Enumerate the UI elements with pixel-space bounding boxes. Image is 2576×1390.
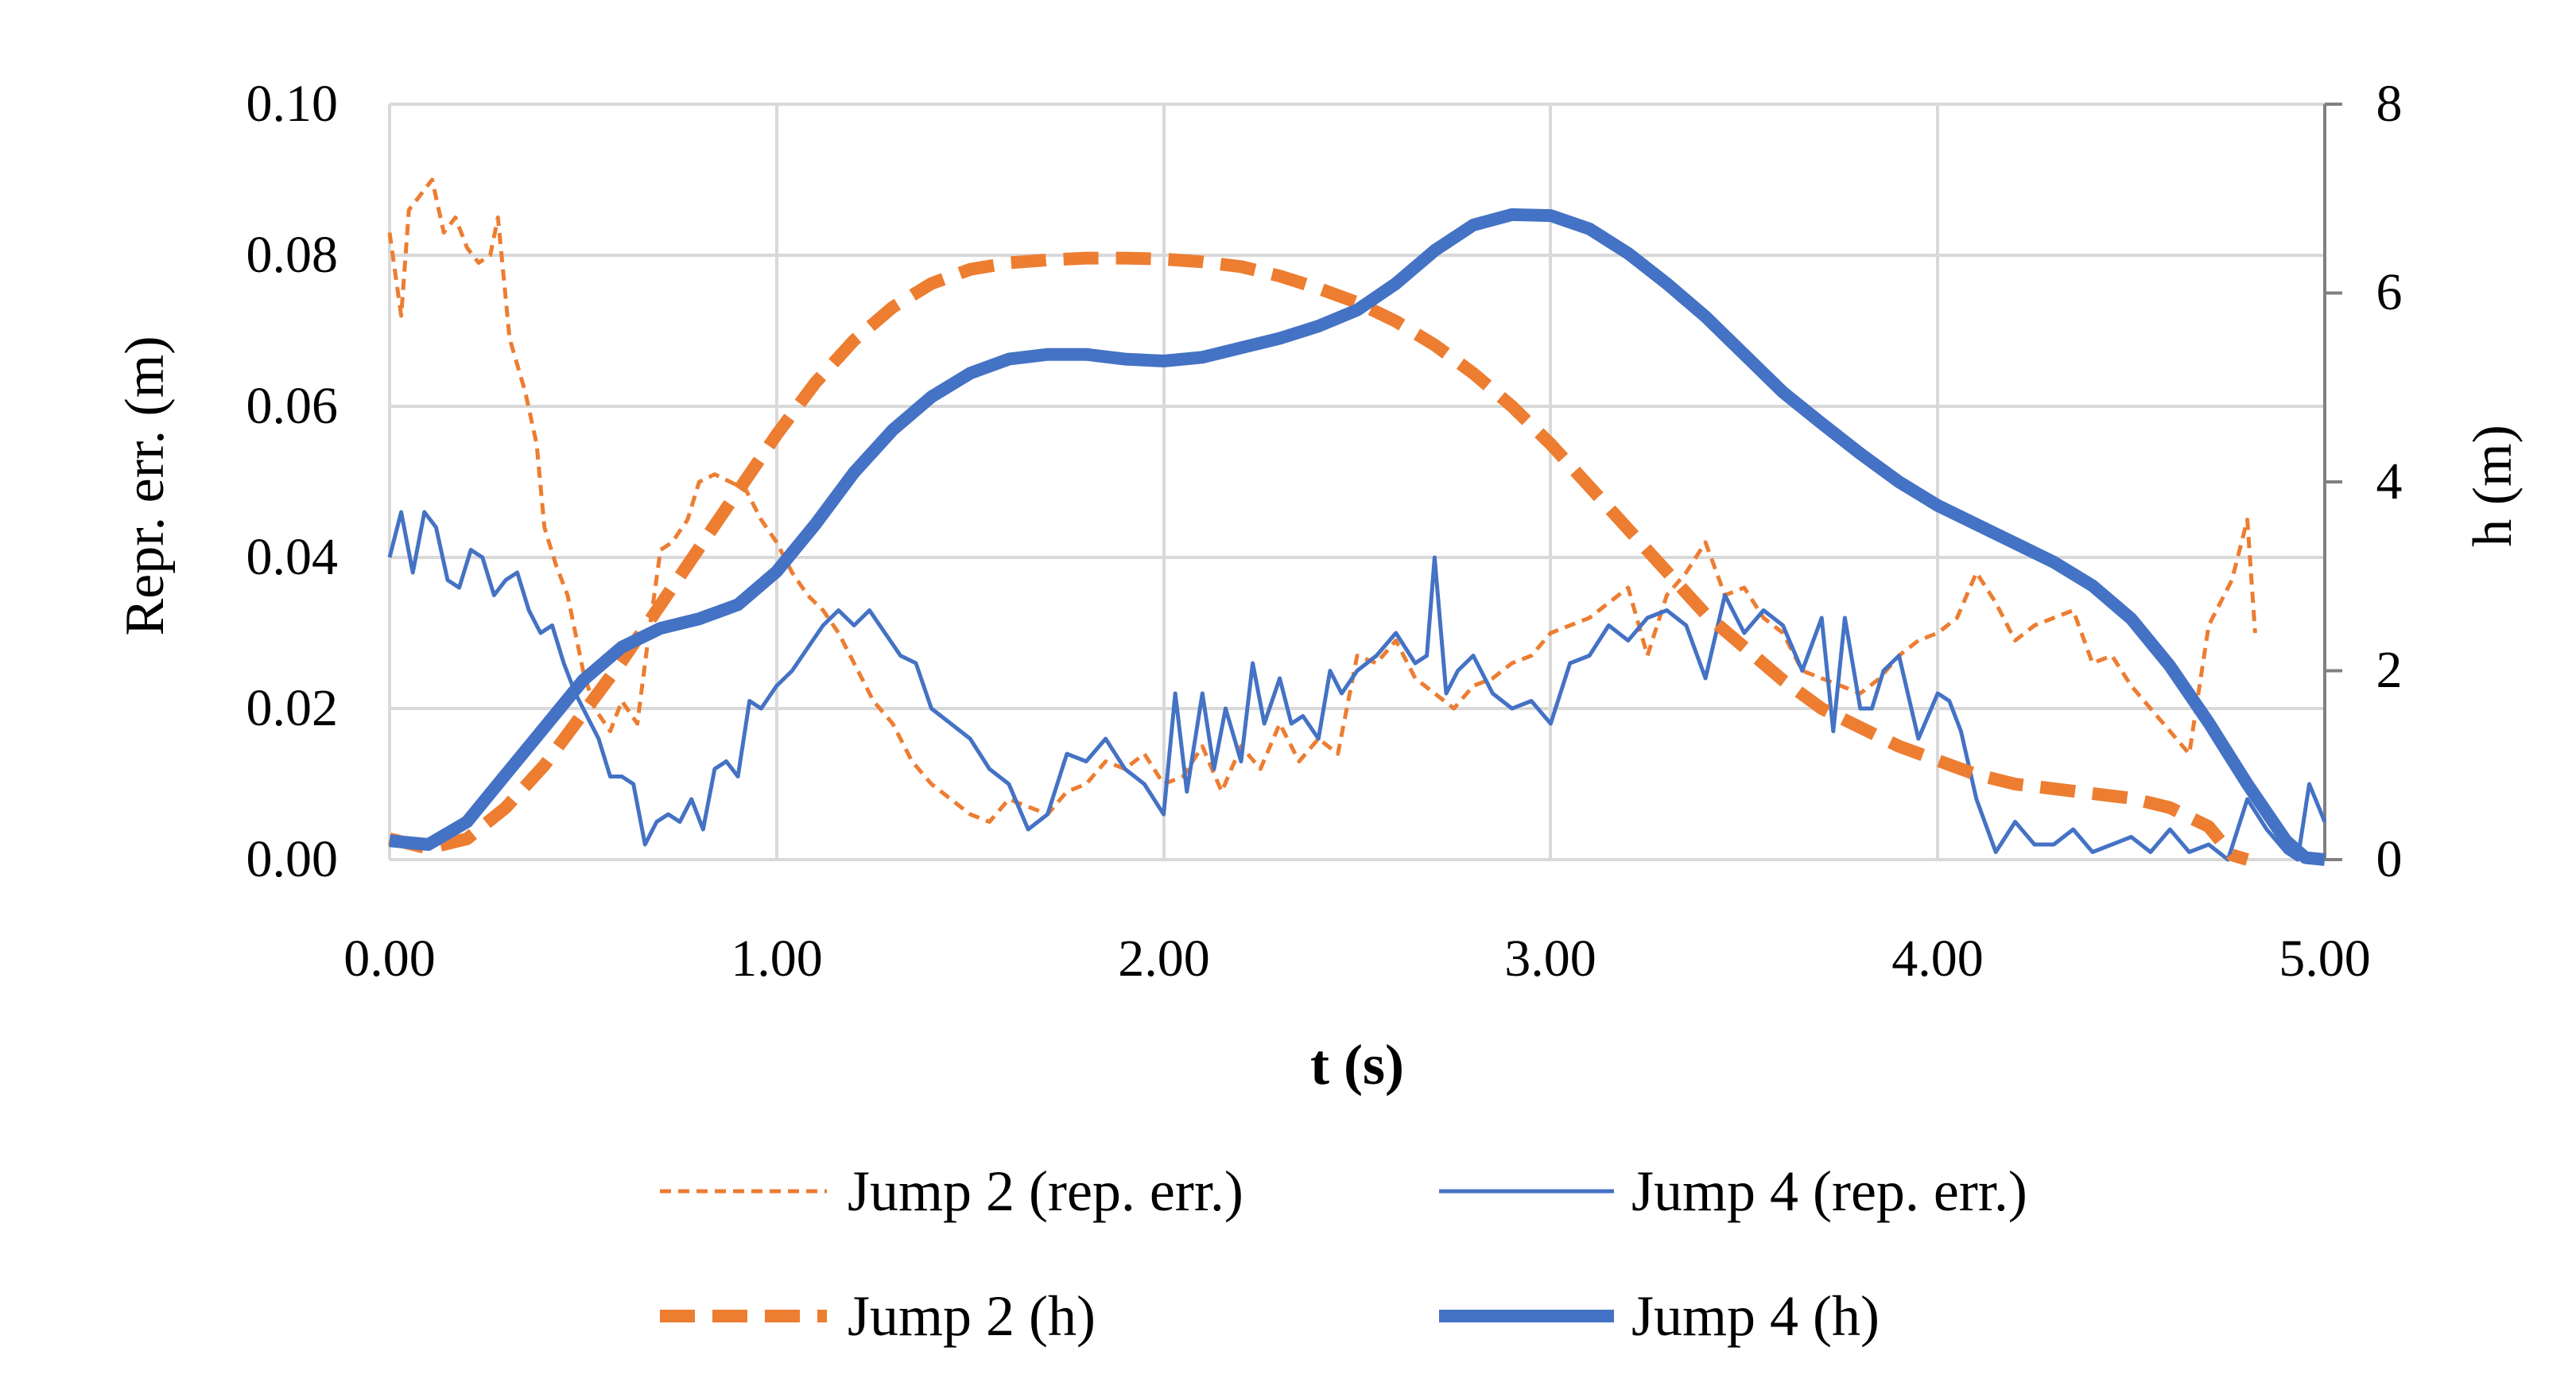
legend-item-jump4-rep-err[interactable]: Jump 4 (rep. err.) <box>1439 1159 2027 1223</box>
x-tick-label: 4.00 <box>1891 930 1984 988</box>
legend-label-jump2-rep-err: Jump 2 (rep. err.) <box>848 1159 1243 1223</box>
series-line-jump-4-rep-err <box>387 510 2327 862</box>
left-axis-title: Repr. err. (m) <box>114 336 176 635</box>
legend-item-jump4-h[interactable]: Jump 4 (h) <box>1439 1284 1880 1348</box>
series-line-jump-2-h <box>388 251 2249 866</box>
left-tick-label: 0.10 <box>246 75 339 133</box>
x-tick-label: 3.00 <box>1504 930 1596 988</box>
right-axis <box>2323 103 2342 861</box>
left-tick-label: 0.06 <box>246 377 339 435</box>
right-tick-label: 6 <box>2376 263 2403 321</box>
x-axis-title: t (s) <box>1310 1033 1404 1097</box>
gridlines <box>388 103 2326 861</box>
x-axis-ticks: 0.00 1.00 2.00 3.00 4.00 5.00 <box>343 930 2371 988</box>
right-axis-title: h (m) <box>2462 425 2524 547</box>
right-tick-label: 4 <box>2376 452 2403 511</box>
series-layer <box>387 177 2327 866</box>
right-tick-label: 0 <box>2376 830 2403 888</box>
left-axis-ticks: 0.00 0.02 0.04 0.06 0.08 0.10 <box>246 75 339 888</box>
x-tick-label: 1.00 <box>731 930 823 988</box>
left-tick-label: 0.02 <box>246 679 339 737</box>
series-line-jump-2-rep-err <box>387 177 2257 824</box>
right-axis-ticks: 0 2 4 6 8 <box>2376 75 2403 888</box>
legend-item-jump2-h[interactable]: Jump 2 (h) <box>660 1284 1096 1348</box>
series-line-jump-4-h <box>389 208 2326 866</box>
x-tick-label: 0.00 <box>343 930 436 988</box>
x-tick-label: 2.00 <box>1118 930 1210 988</box>
legend-label-jump4-h: Jump 4 (h) <box>1631 1284 1880 1348</box>
left-tick-label: 0.08 <box>246 226 339 284</box>
legend-label-jump4-rep-err: Jump 4 (rep. err.) <box>1631 1159 2027 1223</box>
left-tick-label: 0.04 <box>246 528 339 586</box>
left-tick-label: 0.00 <box>246 830 339 888</box>
right-tick-label: 8 <box>2376 75 2403 133</box>
legend-item-jump2-rep-err[interactable]: Jump 2 (rep. err.) <box>660 1159 1243 1223</box>
legend-label-jump2-h: Jump 2 (h) <box>848 1284 1096 1348</box>
right-tick-label: 2 <box>2376 641 2403 699</box>
legend: Jump 2 (rep. err.) Jump 4 (rep. err.) Ju… <box>660 1159 2027 1348</box>
x-tick-label: 5.00 <box>2279 930 2371 988</box>
